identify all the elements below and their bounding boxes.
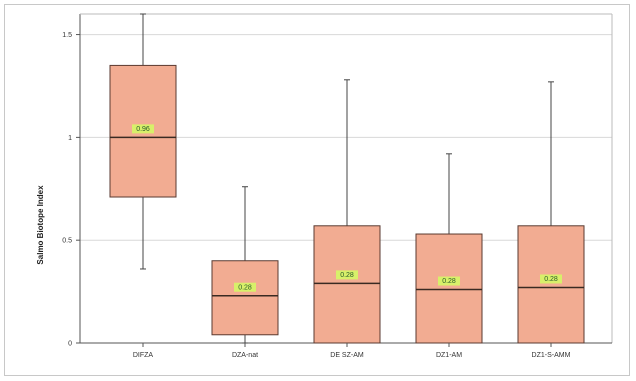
box-group: 0.96 DIFZA: [109, 13, 177, 359]
y-tick-label: 0.5: [62, 238, 72, 245]
median-label: 0.28: [238, 284, 252, 291]
box-iqr: [109, 64, 177, 198]
box-iqr: [313, 225, 381, 344]
box-group: 0.28 DZA-nat: [211, 186, 279, 359]
median-label-badge: [540, 274, 562, 284]
y-tick-label: 1: [68, 135, 72, 142]
median-label: 0.28: [544, 276, 558, 283]
box-group: 0.28 DZ1-S-AMM: [517, 81, 585, 359]
box-group: 0.28 DZ1-AM: [415, 153, 483, 359]
x-tick-label: DE SZ-AM: [330, 352, 364, 359]
x-tick-label: DZ1-S-AMM: [532, 352, 571, 359]
y-tick-label: 1.5: [62, 32, 72, 39]
y-tick-label: 0: [68, 341, 72, 348]
median-label: 0.28: [340, 272, 354, 279]
x-tick-label: DZA-nat: [232, 352, 258, 359]
median-label-badge: [132, 124, 154, 134]
box-group: 0.28 DE SZ-AM: [313, 79, 381, 359]
x-tick-label: DZ1-AM: [436, 352, 462, 359]
median-label-badge: [234, 282, 256, 292]
box-iqr: [517, 225, 585, 344]
median-label: 0.96: [136, 126, 150, 133]
box-iqr: [211, 260, 279, 336]
box-layer: 0.96 DIFZA 0.28 DZA-nat 0.28 DE SZ-AM 0.28 DZ1-…: [109, 13, 585, 359]
median-label-badge: [336, 270, 358, 280]
median-label: 0.28: [442, 278, 456, 285]
median-label-badge: [438, 276, 460, 286]
box-iqr: [415, 233, 483, 344]
x-tick-label: DIFZA: [133, 352, 154, 359]
y-axis-label: Salmo Biotope Index: [36, 185, 45, 265]
